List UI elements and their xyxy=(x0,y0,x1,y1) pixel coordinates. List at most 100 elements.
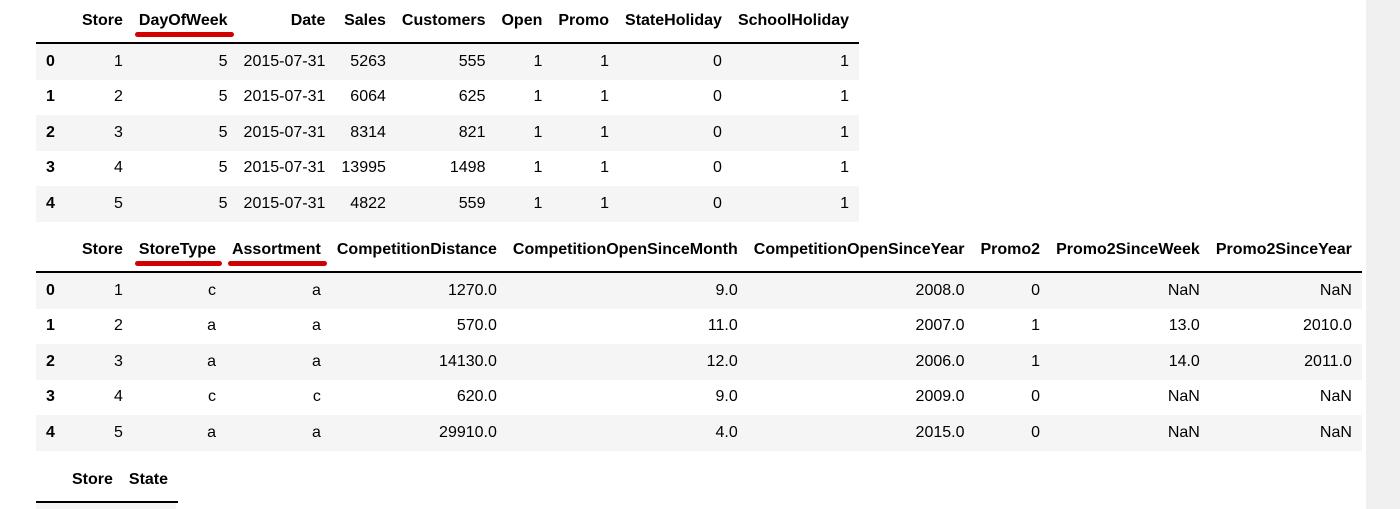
table-cell: 0 xyxy=(713,159,722,177)
column-header[interactable]: Date xyxy=(227,0,326,44)
table-cell: 3 xyxy=(114,123,123,141)
table-cell: 2015-07-31 xyxy=(243,159,326,177)
column-header[interactable]: Promo xyxy=(542,0,610,44)
table-cell: 1 xyxy=(840,88,850,106)
table-cell: 2015-07-31 xyxy=(243,123,326,141)
table-row: 0 1 c a 1270.0 9.0 2008.0 0 NaN NaN xyxy=(36,272,1362,309)
table-cell: 5263 xyxy=(350,52,386,70)
table-cell: NaN xyxy=(1167,423,1200,441)
highlighted-column-label: Assortment xyxy=(227,241,327,266)
table-cell: 2011.0 xyxy=(1304,352,1352,370)
index-header xyxy=(36,459,56,503)
scrollbar-track[interactable] xyxy=(1366,0,1400,509)
table-cell: 0 xyxy=(713,88,722,106)
table-cell: 1 xyxy=(1031,352,1041,370)
column-header-label: Promo2SinceWeek xyxy=(1056,241,1200,258)
row-index: 3 xyxy=(46,159,55,177)
column-header-label: StoreType xyxy=(138,241,216,258)
column-header[interactable]: StateHoliday xyxy=(609,0,722,44)
table-cell: 4 xyxy=(114,159,123,177)
table-cell: 2 xyxy=(114,317,123,335)
table-row: 1 2 5 2015-07-31 6064 625 1 1 0 1 xyxy=(36,79,860,115)
table-cell: 3 xyxy=(114,352,123,370)
column-header[interactable]: Store xyxy=(56,459,113,503)
column-header[interactable]: Assortment xyxy=(215,229,327,273)
column-header-label: SchoolHoliday xyxy=(737,12,850,29)
table-cell: 1 xyxy=(533,159,543,177)
column-header-label: Date xyxy=(290,12,326,29)
column-header-label: Store xyxy=(82,12,123,29)
table-header: Store DayOfWeek Date Sales Customers Open Prom… xyxy=(36,0,860,44)
table-cell: 4.0 xyxy=(715,423,738,441)
table-cell: 620.0 xyxy=(456,388,497,406)
table-cell: 1 xyxy=(533,194,543,212)
table-cell: c xyxy=(312,388,321,406)
column-header[interactable]: Promo2 xyxy=(964,229,1041,273)
table-cell: 1 xyxy=(114,281,123,299)
table-cell: 0 xyxy=(1031,388,1041,406)
column-header[interactable]: CompetitionOpenSinceMonth xyxy=(496,229,738,273)
table-cell: NaN xyxy=(1167,281,1200,299)
table-cell: 1 xyxy=(840,123,850,141)
column-header-label: State xyxy=(128,471,169,488)
table-cell: 5 xyxy=(218,123,228,141)
table-cell: 11.0 xyxy=(707,317,738,335)
table-cell: 2009.0 xyxy=(915,388,965,406)
table-cell: NaN xyxy=(1319,388,1352,406)
red-underline-annotation xyxy=(134,261,222,266)
table-cell: 5 xyxy=(218,159,228,177)
table-row: 3 4 c c 620.0 9.0 2009.0 0 NaN NaN xyxy=(36,379,1362,415)
column-header[interactable]: Store xyxy=(66,229,123,273)
index-header xyxy=(36,229,66,273)
table-row: 4 5 a a 29910.0 4.0 2015.0 0 NaN NaN xyxy=(36,415,1362,451)
table-cell: 14.0 xyxy=(1168,352,1200,370)
table-cell: 4 xyxy=(114,388,123,406)
table-cell: 625 xyxy=(458,88,486,106)
table-cell: 1 xyxy=(533,123,543,141)
table-cell: 4822 xyxy=(350,194,386,212)
column-header-label: StateHoliday xyxy=(625,12,722,29)
table-cell: 559 xyxy=(458,194,486,212)
column-header[interactable]: Store xyxy=(66,0,123,44)
column-header[interactable]: Promo2SinceYear xyxy=(1199,229,1362,273)
column-header[interactable]: Open xyxy=(485,0,543,44)
table-cell: 0 xyxy=(1031,281,1041,299)
table-cell: a xyxy=(311,423,321,441)
table-cell: 2 xyxy=(114,88,123,106)
column-header[interactable]: DayOfWeek xyxy=(122,0,234,44)
column-header[interactable]: CompetitionDistance xyxy=(320,229,497,273)
table-cell: 6064 xyxy=(350,88,386,106)
column-header[interactable]: CompetitionOpenSinceYear xyxy=(737,229,965,273)
column-header[interactable]: SchoolHoliday xyxy=(721,0,860,44)
table-cell: 2008.0 xyxy=(915,281,965,299)
table-body: 0 1 c a 1270.0 9.0 2008.0 0 NaN NaN 1 2 a a 570.0 11.0 2… xyxy=(36,272,1362,451)
dataframe-train: Store DayOfWeek Date Sales Customers Open Prom… xyxy=(36,0,860,222)
table-row: 1 2 a a 570.0 11.0 2007.0 1 13.0 2010.0 xyxy=(36,308,1362,344)
table-cell: 1 xyxy=(600,123,610,141)
column-header[interactable]: Sales xyxy=(325,0,386,44)
table-cell: 1 xyxy=(114,52,123,70)
table-cell: 1 xyxy=(840,194,850,212)
column-header[interactable]: StoreType xyxy=(122,229,222,273)
table-row: 2 3 5 2015-07-31 8314 821 1 1 0 1 xyxy=(36,115,860,151)
table-cell: 14130.0 xyxy=(439,352,497,370)
row-index: 0 xyxy=(46,281,55,299)
table-cell: 12.0 xyxy=(706,352,738,370)
table-cell: a xyxy=(207,352,216,370)
table-cell: 5 xyxy=(218,194,228,212)
row-index: 4 xyxy=(46,423,55,441)
column-header-label: Promo xyxy=(558,12,610,29)
table-cell: 9.0 xyxy=(715,281,738,299)
index-header xyxy=(36,0,66,44)
column-header[interactable]: Promo2SinceWeek xyxy=(1040,229,1200,273)
table-cell: 13995 xyxy=(341,159,386,177)
table-row: 2 3 a a 14130.0 12.0 2006.0 1 14.0 2011.0 xyxy=(36,344,1362,380)
column-header[interactable]: State xyxy=(112,459,179,503)
table-cell: 1270.0 xyxy=(447,281,497,299)
row-index: 3 xyxy=(46,388,55,406)
table-cell: a xyxy=(311,352,321,370)
column-header[interactable]: Customers xyxy=(385,0,486,44)
dataframe-store: Store StoreType Assortment CompetitionDista… xyxy=(36,229,1362,451)
table-cell: 1 xyxy=(1031,317,1041,335)
